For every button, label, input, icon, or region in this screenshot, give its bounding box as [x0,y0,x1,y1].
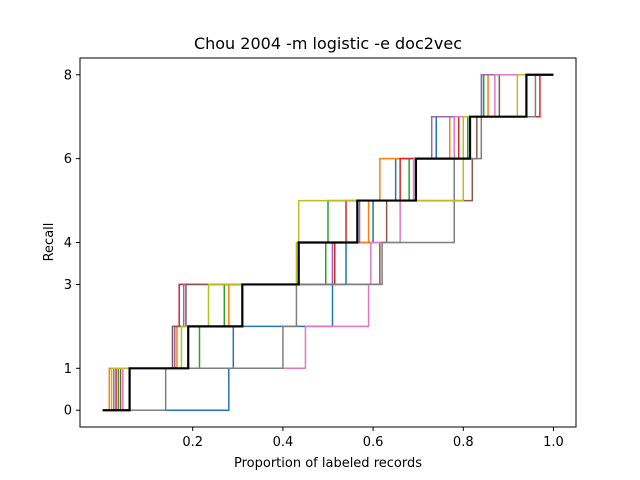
y-tick-label: 8 [64,68,72,83]
x-tick-label: 0.4 [273,435,294,450]
x-tick-label: 0.2 [182,435,203,450]
y-tick-label: 3 [64,278,72,293]
plot-lines [102,73,554,412]
y-tick-label: 6 [64,152,72,167]
x-axis: 0.2 0.4 0.6 0.8 1.0 [182,427,564,450]
chart-title: Chou 2004 -m logistic -e doc2vec [194,34,462,53]
x-tick-label: 0.8 [453,435,474,450]
x-tick-label: 1.0 [543,435,564,450]
y-tick-label: 4 [64,236,72,251]
y-axis-label: Recall [42,223,57,262]
y-tick-label: 0 [64,404,72,419]
series-line-10 [102,73,554,412]
y-tick-label: 1 [64,362,72,377]
x-axis-label: Proportion of labeled records [234,456,422,471]
y-axis: 0 1 3 4 6 8 [64,68,80,419]
x-tick-label: 0.6 [363,435,384,450]
